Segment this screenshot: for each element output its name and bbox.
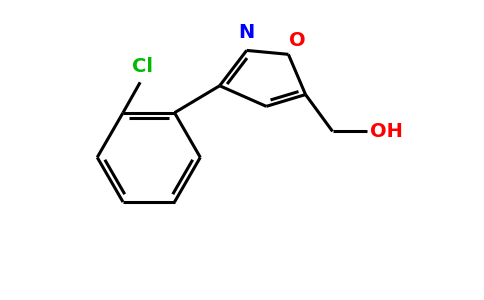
Text: Cl: Cl — [132, 57, 153, 76]
Text: O: O — [289, 32, 305, 50]
Text: N: N — [239, 22, 255, 42]
Text: OH: OH — [370, 122, 403, 141]
